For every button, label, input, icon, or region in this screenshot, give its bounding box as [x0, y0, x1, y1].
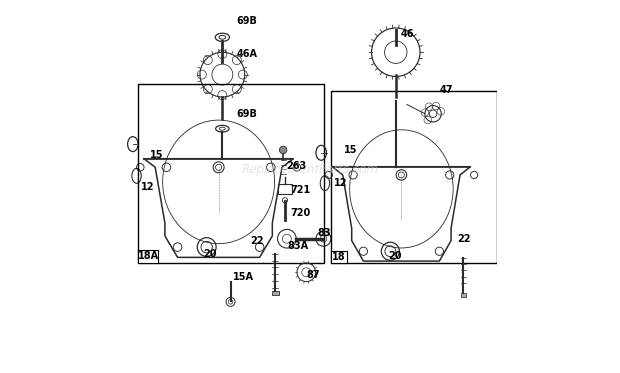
- Bar: [278, 184, 293, 194]
- Circle shape: [280, 146, 287, 154]
- Text: 15: 15: [343, 145, 357, 155]
- Text: 12: 12: [141, 182, 155, 191]
- Text: 12: 12: [334, 178, 347, 188]
- Text: 69B: 69B: [236, 16, 257, 25]
- Bar: [138, 84, 324, 263]
- Bar: [330, 91, 497, 263]
- Text: 18: 18: [332, 252, 346, 261]
- Text: 720: 720: [290, 208, 311, 217]
- Text: 15: 15: [151, 150, 164, 160]
- Text: 69B: 69B: [236, 109, 257, 119]
- Text: 83: 83: [317, 228, 331, 238]
- Text: 83A: 83A: [288, 241, 309, 251]
- Text: 15A: 15A: [232, 272, 254, 282]
- Text: ReplacementParts.com: ReplacementParts.com: [242, 163, 378, 176]
- Text: 20: 20: [388, 251, 402, 260]
- Bar: [461, 293, 466, 297]
- Text: 22: 22: [458, 234, 471, 244]
- Text: 46A: 46A: [236, 49, 257, 59]
- Text: 263: 263: [286, 161, 306, 171]
- Text: 18A: 18A: [138, 251, 159, 261]
- Bar: [138, 250, 158, 263]
- Text: 22: 22: [250, 236, 264, 245]
- Text: 46: 46: [401, 29, 414, 38]
- Text: 87: 87: [306, 270, 320, 280]
- Text: 20: 20: [203, 249, 216, 258]
- Text: 721: 721: [290, 185, 311, 195]
- Bar: [330, 251, 347, 263]
- Text: 47: 47: [440, 85, 453, 94]
- Bar: [272, 291, 279, 295]
